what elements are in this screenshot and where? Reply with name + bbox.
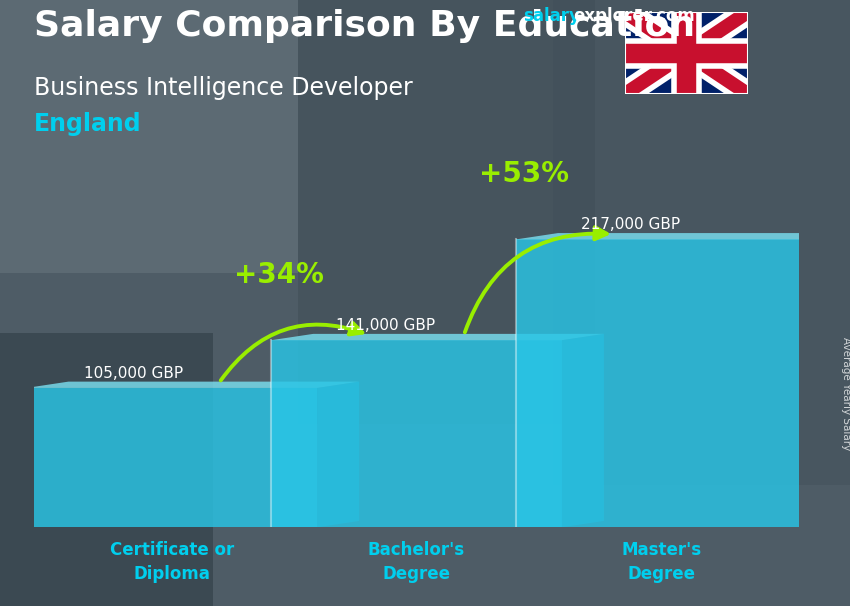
Text: England: England bbox=[34, 112, 142, 136]
Polygon shape bbox=[26, 382, 359, 388]
Bar bbox=[298, 0, 595, 424]
Text: Certificate or
Diploma: Certificate or Diploma bbox=[110, 541, 234, 583]
Bar bbox=[0, 333, 212, 606]
Polygon shape bbox=[807, 233, 848, 527]
Bar bbox=[552, 0, 850, 485]
Bar bbox=[0, 0, 298, 273]
Text: Average Yearly Salary: Average Yearly Salary bbox=[841, 338, 850, 450]
Text: salary: salary bbox=[523, 7, 580, 25]
Text: Bachelor's
Degree: Bachelor's Degree bbox=[368, 541, 465, 583]
Text: 105,000 GBP: 105,000 GBP bbox=[84, 365, 183, 381]
Text: Master's
Degree: Master's Degree bbox=[621, 541, 701, 583]
Polygon shape bbox=[26, 388, 317, 527]
Polygon shape bbox=[516, 239, 807, 527]
Polygon shape bbox=[271, 340, 562, 527]
Polygon shape bbox=[317, 382, 359, 527]
Text: Salary Comparison By Education: Salary Comparison By Education bbox=[34, 9, 695, 43]
Text: explorer.com: explorer.com bbox=[574, 7, 695, 25]
Polygon shape bbox=[562, 334, 604, 527]
Text: +34%: +34% bbox=[234, 261, 324, 289]
Text: +53%: +53% bbox=[479, 161, 569, 188]
Polygon shape bbox=[271, 334, 604, 340]
Polygon shape bbox=[516, 233, 848, 239]
Text: 141,000 GBP: 141,000 GBP bbox=[337, 318, 435, 333]
Text: 217,000 GBP: 217,000 GBP bbox=[581, 217, 680, 232]
Text: Business Intelligence Developer: Business Intelligence Developer bbox=[34, 76, 413, 100]
